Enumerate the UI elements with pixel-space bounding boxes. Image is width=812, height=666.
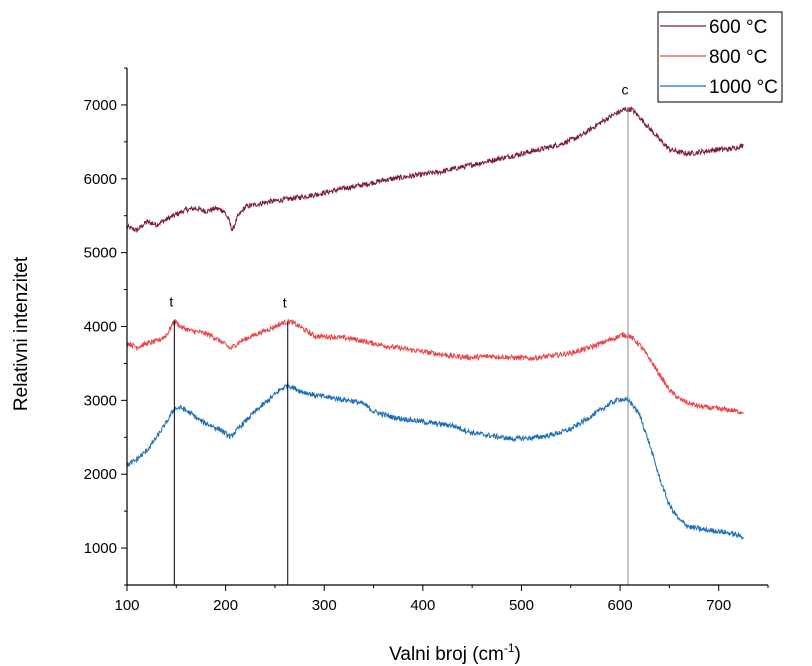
y-tick-label: 3000 — [84, 392, 117, 409]
series-line-3 — [126, 382, 744, 540]
legend-label-3: 1000 °C — [709, 77, 778, 98]
y-tick-label: 2000 — [84, 466, 117, 483]
x-tick-label: 400 — [410, 597, 435, 614]
series-line-2 — [126, 319, 744, 415]
y-tick-label: 6000 — [84, 171, 117, 188]
peak-label-2: t — [283, 294, 287, 310]
legend: 600 °C 800 °C 1000 °C — [657, 11, 783, 103]
x-tick-label: 500 — [509, 597, 534, 614]
y-tick-label: 7000 — [84, 97, 117, 114]
plot-lines — [126, 105, 744, 540]
y-tick-label: 5000 — [84, 245, 117, 262]
x-tick-label: 300 — [312, 597, 337, 614]
series-line-1 — [126, 105, 744, 233]
x-tick-label: 600 — [608, 597, 633, 614]
x-tick-label: 200 — [213, 597, 238, 614]
peak-label-3: c — [621, 82, 628, 98]
y-tick-label: 4000 — [84, 319, 117, 336]
legend-label-1: 600 °C — [709, 17, 767, 38]
legend-box — [657, 11, 783, 103]
x-axis-title-close: ) — [515, 644, 521, 665]
x-axis-title-sup: -1 — [504, 641, 515, 655]
ticks: 100 200 300 400 500 600 700 1000 2000 3000 4000 500… — [84, 67, 769, 614]
peak-label-1: t — [169, 294, 173, 310]
x-tick-label: 100 — [114, 597, 139, 614]
reference-lines: t t c — [169, 82, 629, 585]
y-tick-label: 1000 — [84, 540, 117, 557]
legend-label-2: 800 °C — [709, 47, 767, 68]
x-tick-label: 700 — [706, 597, 731, 614]
x-axis-title: Valni broj (cm-1) — [389, 641, 521, 665]
x-axis-title-main: Valni broj (cm — [389, 644, 504, 665]
y-axis-title: Relativni intenzitet — [11, 256, 32, 411]
